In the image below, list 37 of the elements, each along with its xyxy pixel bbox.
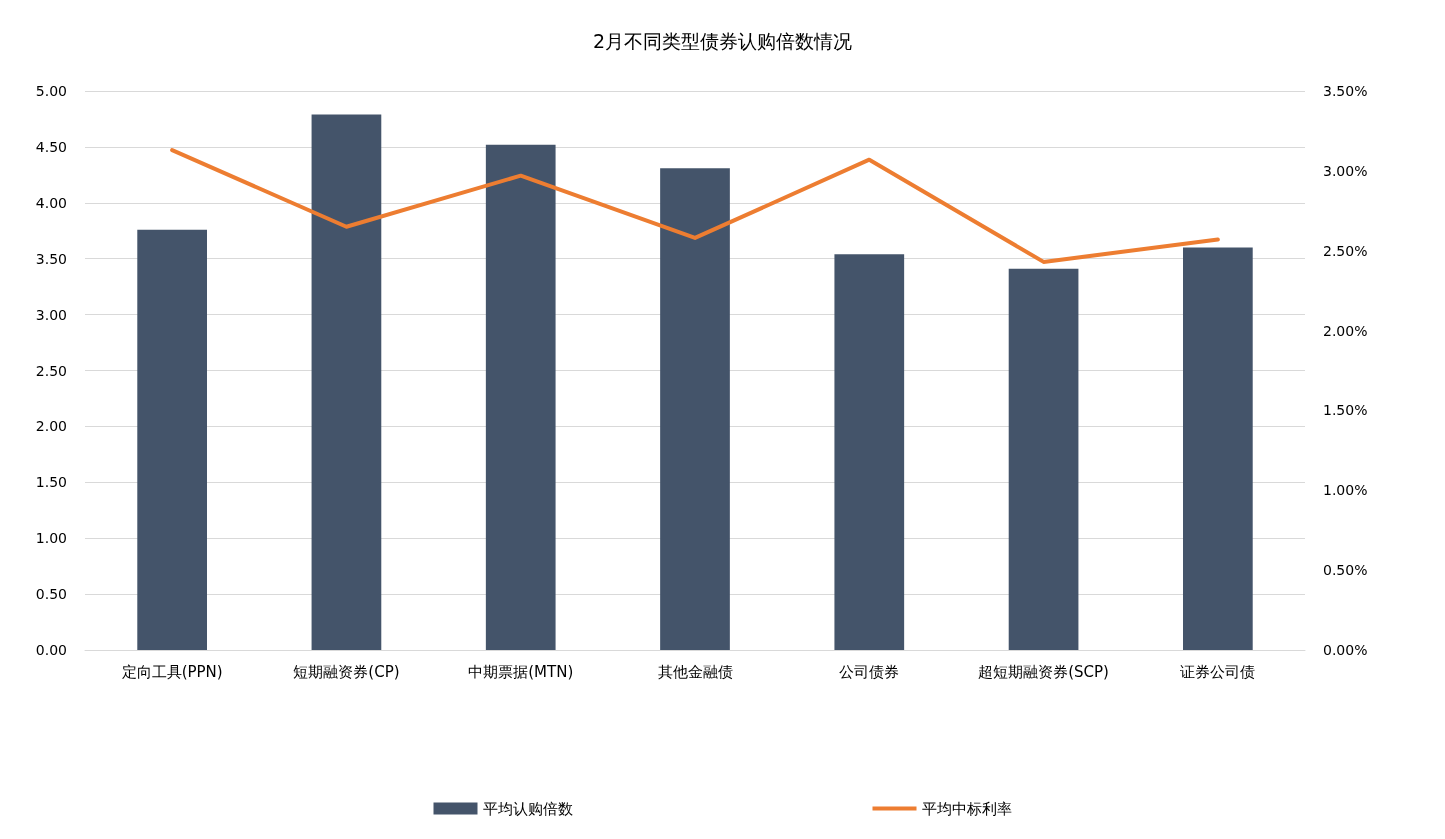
y2-tick-label: 0.50% — [1323, 562, 1368, 579]
y-tick-label: 1.50 — [35, 474, 67, 491]
y2-tick-label: 3.00% — [1323, 162, 1368, 179]
y-tick-label: 5.00 — [35, 83, 67, 99]
legend-label: 平均中标利率 — [921, 799, 1012, 818]
y-tick-label: 3.00 — [35, 306, 67, 323]
x-tick-label: 短期融资券(CP) — [293, 662, 400, 681]
y2-tick-label: 1.50% — [1323, 402, 1368, 419]
legend-label: 平均认购倍数 — [482, 799, 573, 818]
y-tick-label: 4.00 — [35, 194, 67, 211]
y2-tick-label: 1.00% — [1323, 482, 1368, 499]
y-tick-label: 2.00 — [35, 418, 67, 435]
y-tick-label: 0.00 — [35, 642, 67, 658]
bar — [485, 144, 556, 650]
bar — [1008, 268, 1079, 650]
x-tick-label: 证券公司债 — [1180, 662, 1256, 681]
y-tick-label: 0.50 — [35, 586, 67, 603]
y-tick-label: 3.50 — [35, 250, 67, 267]
line-series — [170, 148, 1220, 264]
chart-title: 2月不同类型债券认购倍数情况 — [592, 29, 853, 52]
y2-tick-label: 2.00% — [1323, 322, 1368, 339]
x-tick-label: 其他金融债 — [657, 662, 733, 681]
y-tick-label: 4.50 — [35, 138, 67, 155]
y-tick-label: 1.00 — [35, 530, 67, 547]
y2-tick-label: 3.50% — [1323, 83, 1368, 99]
bar — [660, 168, 730, 650]
bar — [834, 254, 905, 650]
y2-tick-label: 2.50% — [1323, 242, 1368, 259]
x-tick-label: 公司债券 — [839, 662, 900, 681]
x-tick-label: 中期票据(MTN) — [468, 662, 574, 681]
y-tick-label: 2.50 — [35, 362, 67, 379]
x-tick-label: 定向工具(PPN) — [121, 662, 223, 681]
bar — [137, 229, 207, 650]
bar — [311, 114, 382, 650]
x-tick-label: 超短期融资券(SCP) — [978, 662, 1109, 681]
bar — [1183, 247, 1253, 650]
y2-tick-label: 0.00% — [1323, 642, 1368, 658]
